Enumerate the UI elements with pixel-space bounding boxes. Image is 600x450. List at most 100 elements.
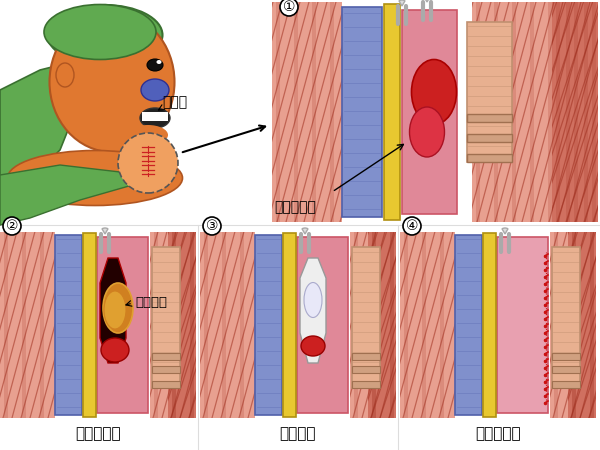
Bar (455, 235, 482, 415)
Polygon shape (300, 258, 326, 363)
Bar (142, 112, 168, 121)
Bar (372, 232, 376, 418)
Ellipse shape (104, 291, 126, 329)
Bar (467, 22, 512, 162)
Bar (276, 2, 280, 222)
Bar (204, 232, 208, 418)
Circle shape (3, 217, 21, 235)
Ellipse shape (56, 63, 74, 87)
Bar (368, 232, 396, 418)
Text: 颈動脈縫合: 颈動脈縫合 (475, 427, 521, 441)
Bar (4, 232, 8, 418)
Bar (83, 233, 96, 417)
Text: 病変摘出: 病変摘出 (280, 427, 316, 441)
Bar (552, 353, 580, 360)
Bar (467, 114, 512, 122)
Bar (115, 95, 160, 160)
Bar (402, 10, 457, 214)
Bar (258, 232, 262, 418)
Bar (342, 7, 382, 217)
Bar (556, 2, 560, 222)
Bar (97, 237, 148, 413)
Bar (548, 2, 552, 222)
Text: 颈動脈切開: 颈動脈切開 (75, 427, 121, 441)
Bar (584, 2, 588, 222)
Ellipse shape (101, 338, 129, 362)
Text: 颈静脈: 颈静脈 (163, 95, 188, 109)
Ellipse shape (44, 4, 156, 59)
Polygon shape (100, 258, 126, 363)
Bar (512, 2, 516, 222)
Bar (190, 232, 194, 418)
Ellipse shape (103, 283, 133, 333)
Bar (294, 2, 298, 222)
Bar (552, 247, 580, 388)
Ellipse shape (140, 108, 170, 128)
Bar (572, 232, 576, 418)
Ellipse shape (301, 336, 325, 356)
Bar (384, 4, 400, 220)
Bar (152, 247, 180, 388)
Bar (550, 232, 596, 418)
Bar (472, 2, 598, 222)
Bar (404, 232, 408, 418)
Bar (150, 232, 196, 418)
Wedge shape (302, 228, 308, 234)
Bar (440, 232, 444, 418)
Bar (168, 232, 196, 418)
Text: ②: ② (6, 219, 18, 233)
Ellipse shape (412, 59, 457, 125)
Ellipse shape (47, 5, 163, 65)
Bar (154, 232, 158, 418)
Bar (297, 237, 348, 413)
Text: ①: ① (283, 0, 295, 14)
Wedge shape (102, 228, 108, 234)
Bar (240, 232, 244, 418)
Bar (530, 2, 534, 222)
Bar (458, 232, 462, 418)
Circle shape (280, 0, 298, 16)
Ellipse shape (141, 79, 169, 101)
Bar (422, 232, 426, 418)
Bar (330, 2, 334, 222)
Bar (152, 381, 180, 388)
Polygon shape (0, 60, 120, 225)
Bar (200, 232, 255, 418)
Bar (467, 134, 512, 142)
Wedge shape (399, 0, 405, 6)
Bar (400, 232, 455, 418)
Bar (592, 2, 596, 222)
Bar (352, 381, 380, 388)
Text: 颈動脈露出: 颈動脈露出 (274, 200, 316, 214)
Ellipse shape (128, 125, 168, 145)
Bar (352, 247, 380, 388)
Bar (152, 353, 180, 360)
Ellipse shape (147, 59, 163, 71)
Bar (566, 2, 570, 222)
Ellipse shape (157, 60, 161, 64)
Bar (222, 232, 226, 418)
Bar (552, 366, 580, 373)
Bar (483, 233, 496, 417)
Text: ④: ④ (406, 219, 418, 233)
Ellipse shape (49, 12, 175, 152)
Circle shape (403, 217, 421, 235)
Bar (22, 232, 26, 418)
Bar (272, 2, 342, 222)
Polygon shape (0, 165, 150, 225)
Bar (255, 235, 282, 415)
Ellipse shape (7, 150, 182, 206)
Bar (390, 232, 394, 418)
Bar (372, 232, 376, 418)
Text: ③: ③ (206, 219, 218, 233)
Bar (352, 353, 380, 360)
Bar (40, 232, 44, 418)
Bar (350, 232, 396, 418)
Text: プラーク: プラーク (135, 297, 167, 310)
Bar (0, 232, 55, 418)
Bar (283, 233, 296, 417)
Bar (552, 381, 580, 388)
Bar (590, 232, 594, 418)
Circle shape (118, 133, 178, 193)
Bar (354, 232, 358, 418)
